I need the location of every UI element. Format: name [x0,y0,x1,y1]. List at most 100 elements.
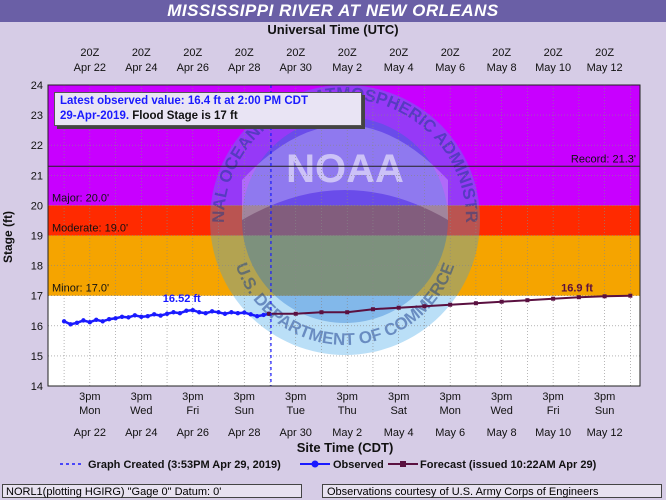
utc-tick-date: May 4 [384,62,414,74]
forecast-point [525,298,530,303]
utc-tick-hour: 20Z [80,47,99,59]
observed-point [139,314,144,319]
x-tick-time: 3pm [439,391,460,403]
x-tick-date: May 2 [332,427,362,439]
y-tick-label: 17 [31,291,43,303]
x-axis-title: Site Time (CDT) [297,440,394,455]
observed-point [203,310,208,316]
y-tick-label: 23 [31,110,43,122]
utc-tick-date: May 8 [487,62,517,74]
x-tick-time: 3pm [79,391,100,403]
label-major: Major: 20.0' [52,192,109,204]
y-tick-label: 16 [31,321,43,333]
x-tick-date: May 8 [487,427,517,439]
utc-tick-hour: 20Z [286,47,305,59]
y-tick-label: 19 [31,231,43,243]
y-tick-label: 15 [31,351,43,363]
observed-point [229,310,234,315]
utc-tick-hour: 20Z [338,47,357,59]
x-tick-time: 3pm [234,391,255,403]
legend-observed-swatch [300,459,330,472]
observed-point [209,309,215,314]
chart-title: MISSISSIPPI RIVER AT NEW ORLEANS [0,0,666,22]
observed-peak-label: 16.52 ft [163,293,201,305]
annotation-date: 29-Apr-2019. [60,110,130,122]
x-tick-day: Wed [130,405,152,417]
observed-point [106,316,112,322]
x-tick-date: Apr 28 [228,427,260,439]
forecast-point [448,302,453,307]
x-tick-date: May 6 [435,427,465,439]
observed-point [242,310,247,315]
x-tick-day: Tue [286,405,305,417]
observed-point [177,310,183,316]
legend-observed-label: Observed [333,459,384,471]
observed-point [190,307,195,313]
forecast-point [473,301,478,306]
legend-forecast-label: Forecast (issued 10:22AM Apr 29) [420,459,597,471]
x-tick-date: May 12 [587,427,623,439]
x-tick-time: 3pm [491,391,512,403]
x-tick-day: Wed [490,405,512,417]
observed-point [151,312,157,317]
utc-tick-hour: 20Z [183,47,202,59]
observed-point [164,311,170,316]
observed-point [197,310,202,315]
forecast-point [345,310,350,315]
x-tick-date: Apr 22 [74,427,106,439]
noaa-logo-core [242,117,448,323]
plot-frame [47,84,641,387]
x-tick-day: Fri [547,405,560,417]
forecast-point [319,310,324,315]
utc-tick-date: May 6 [435,62,465,74]
x-tick-day: Thu [338,405,357,417]
noaa-logo-bird [242,125,448,220]
observed-point [132,313,138,318]
noaa-logo-text: NOAA [286,147,404,191]
x-tick-date: Apr 24 [125,427,157,439]
label-moderate: Moderate: 19.0' [52,223,128,235]
annotation-box: Latest observed value: 16.4 ft at 2:00 P… [54,92,362,126]
forecast-point [628,293,633,298]
utc-tick-date: May 10 [535,62,571,74]
observed-point [145,313,150,319]
observed-point [235,310,241,316]
forecast-point [293,311,298,316]
observed-point [87,319,93,325]
y-tick-label: 14 [31,381,43,393]
observed-point [100,319,105,324]
datum-info: NORL1(plotting HGIRG) "Gage 0" Datum: 0' [2,484,302,498]
annotation-latest: Latest observed value: 16.4 ft at 2:00 P… [60,95,308,107]
y-tick-label: 20 [31,200,43,212]
x-tick-day: Mon [439,405,460,417]
x-tick-time: 3pm [337,391,358,403]
utc-tick-date: Apr 24 [125,62,157,74]
legend-forecast-swatch [388,459,418,472]
observed-point [119,314,125,319]
observed-point [158,313,163,318]
observed-point [94,317,99,322]
legend: Graph Created (3:53PM Apr 29, 2019) Obse… [0,459,666,473]
x-tick-day: Mon [79,405,100,417]
label-minor: Minor: 17.0' [52,283,109,295]
noaa-logo-ring [210,85,480,355]
observed-point [222,311,228,316]
y-tick-label: 21 [31,170,43,182]
utc-tick-date: May 12 [587,62,623,74]
observed-point [171,310,176,315]
x-tick-day: Sun [595,405,615,417]
observed-point [248,312,253,317]
x-tick-day: Sat [390,405,407,417]
observed-point [68,322,73,327]
observed-point [184,308,189,313]
legend-created-label: Graph Created (3:53PM Apr 29, 2019) [88,459,281,471]
forecast-point [576,295,581,300]
forecast-point [396,305,401,310]
x-tick-time: 3pm [594,391,615,403]
utc-tick-hour: 20Z [235,47,254,59]
label-record: Record: 21.3' [571,153,636,165]
forecast-point [422,304,427,309]
x-tick-date: May 4 [384,427,414,439]
forecast-point [602,294,607,299]
annotation-flood-stage: Flood Stage is 17 ft [132,110,238,122]
